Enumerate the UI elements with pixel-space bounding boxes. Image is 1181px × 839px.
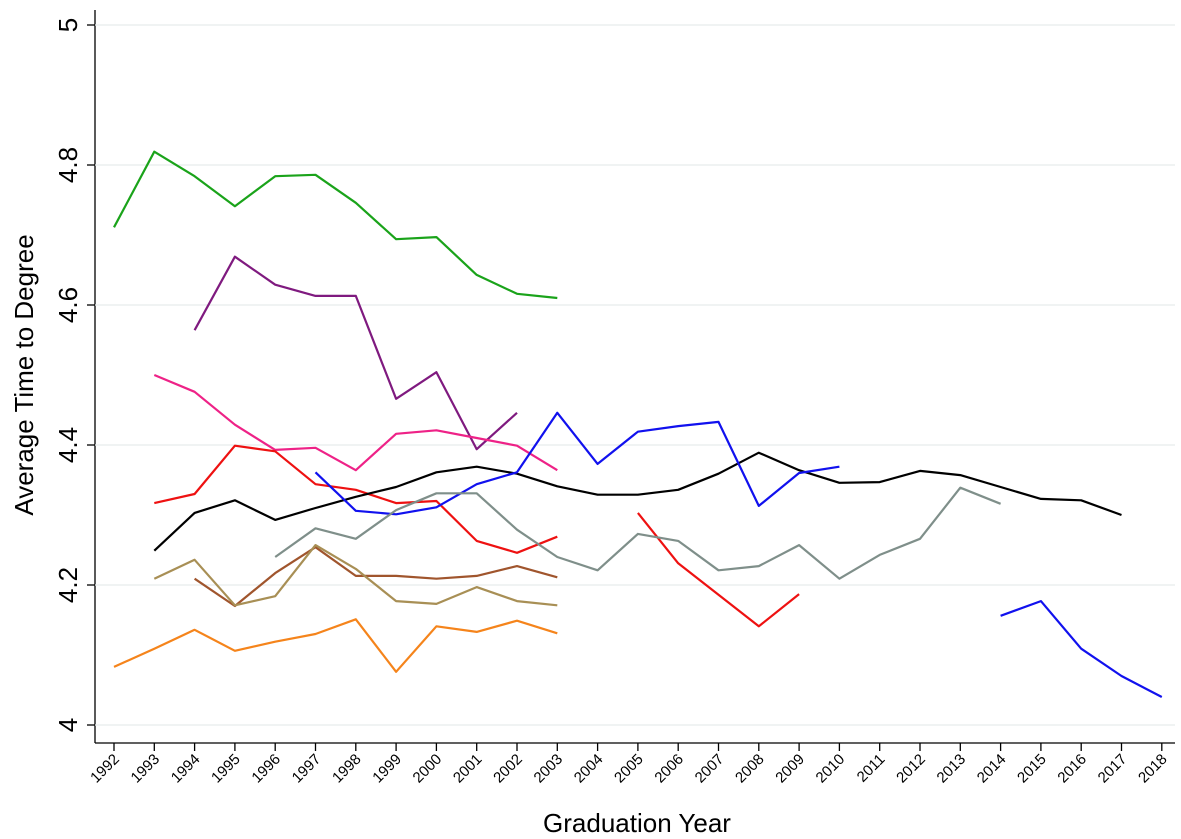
x-tick-label: 2018	[1135, 751, 1171, 787]
x-tick-label: 2010	[813, 751, 849, 787]
x-tick-label: 2003	[531, 751, 567, 787]
x-tick-label: 2005	[611, 751, 647, 787]
y-tick-label: 4.6	[53, 287, 83, 323]
x-tick-label: 2015	[1014, 751, 1050, 787]
x-tick-label: 2008	[732, 751, 768, 787]
y-axis-title: Average Time to Degree	[9, 234, 39, 515]
series-line	[314, 411, 1163, 698]
series-line	[153, 544, 558, 607]
x-tick-label: 2009	[772, 751, 808, 787]
x-tick-label: 2002	[490, 751, 526, 787]
series-line	[153, 373, 558, 472]
x-tick-label: 1998	[329, 751, 365, 787]
series-line	[113, 150, 558, 300]
x-tick-label: 1997	[289, 751, 325, 787]
x-tick-label: 2016	[1054, 751, 1090, 787]
x-tick-label: 2007	[692, 751, 728, 787]
series-line	[193, 255, 518, 451]
series-line	[153, 451, 1122, 552]
x-tick-label: 2014	[974, 751, 1010, 787]
x-tick-label: 2006	[651, 751, 687, 787]
x-tick-label: 1996	[248, 751, 284, 787]
y-tick-label: 4.8	[53, 147, 83, 183]
x-tick-label: 2012	[893, 751, 929, 787]
x-tick-label: 2013	[934, 751, 970, 787]
x-tick-label: 2000	[410, 751, 446, 787]
x-tick-label: 1994	[168, 751, 204, 787]
y-tick-label: 5	[53, 18, 83, 32]
y-tick-label: 4.2	[53, 567, 83, 603]
x-tick-label: 1995	[208, 751, 244, 787]
y-tick-label: 4.4	[53, 427, 83, 463]
x-tick-label: 1993	[128, 751, 164, 787]
x-tick-label: 2001	[450, 751, 486, 787]
x-tick-label: 1999	[369, 751, 405, 787]
x-tick-label: 1992	[87, 751, 123, 787]
y-tick-label: 4	[53, 718, 83, 732]
series-line	[154, 444, 800, 628]
series-line	[193, 546, 558, 608]
x-tick-label: 2004	[571, 751, 607, 787]
x-axis-title: Graduation Year	[543, 808, 731, 838]
x-tick-label: 2017	[1095, 751, 1131, 787]
x-tick-label: 2011	[854, 751, 889, 786]
series-line	[274, 486, 1002, 580]
series-line	[113, 618, 558, 673]
